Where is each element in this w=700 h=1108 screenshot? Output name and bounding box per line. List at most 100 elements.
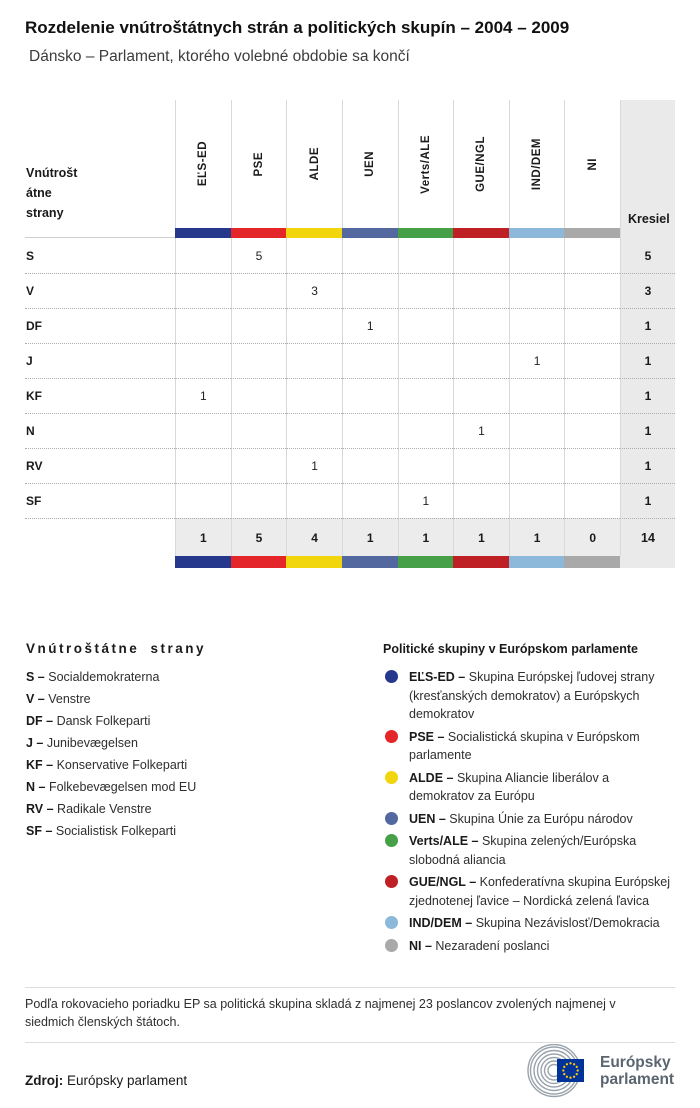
party-legend-item: S – Socialdemokraterna <box>26 670 160 684</box>
group-total-cell: 4 <box>286 518 342 556</box>
seat-total-cell: 1 <box>620 378 675 413</box>
divider <box>25 1042 675 1043</box>
group-legend-item: ALDE – Skupina Aliancie liberálov a demo… <box>383 769 675 806</box>
group-total-cell: 1 <box>453 518 509 556</box>
seat-total-cell: 1 <box>620 308 675 343</box>
corner-label-line: Vnútrošt <box>26 166 78 180</box>
party-legend-item: J – Junibevægelsen <box>26 736 138 750</box>
seat-cell <box>453 483 509 518</box>
seat-cell <box>397 238 454 273</box>
group-total-cell: 0 <box>564 518 620 556</box>
seat-total-cell: 1 <box>620 343 675 378</box>
group-color-bar <box>175 228 231 238</box>
group-color-dot-icon <box>385 670 398 683</box>
seat-cell <box>453 343 509 378</box>
seat-cell: 1 <box>286 448 342 483</box>
party-row-label: SF <box>25 483 175 518</box>
group-color-bar <box>230 228 287 238</box>
seat-cell <box>508 308 565 343</box>
source-value: Európsky parlament <box>67 1073 188 1088</box>
seat-total-cell: 5 <box>620 238 675 273</box>
source-line: Zdroj: Európsky parlament <box>25 1073 187 1088</box>
seat-cell <box>175 448 231 483</box>
group-legend-item: NI – Nezaradení poslanci <box>383 937 675 956</box>
seat-cell <box>564 483 620 518</box>
seat-cell <box>564 378 620 413</box>
group-column-header: NI <box>564 100 620 228</box>
ep-hemicycle-icon <box>527 1044 584 1098</box>
group-color-dot-icon <box>385 729 398 743</box>
seat-cell <box>453 448 509 483</box>
seat-cell <box>508 483 565 518</box>
eu-flag-icon <box>557 1059 584 1082</box>
seat-cell <box>230 448 287 483</box>
party-row-label: KF <box>25 378 175 413</box>
party-row-label: RV <box>25 448 175 483</box>
seat-cell <box>453 378 509 413</box>
seat-cell <box>508 448 565 483</box>
seat-cell <box>508 238 565 273</box>
seat-cell <box>508 378 565 413</box>
seat-cell <box>230 308 287 343</box>
group-legend: Politické skupiny v Európskom parlamente… <box>383 642 675 959</box>
seat-cell <box>175 343 231 378</box>
seat-cell <box>397 448 454 483</box>
party-legend-item: KF – Konservative Folkeparti <box>26 758 188 772</box>
seat-cell <box>230 378 287 413</box>
seat-cell: 5 <box>230 238 287 273</box>
totals-row-spacer <box>25 518 175 556</box>
seat-cell <box>341 238 398 273</box>
group-color-bar-bottom <box>564 556 620 568</box>
seat-cell <box>286 378 342 413</box>
group-total-cell: 1 <box>175 518 231 556</box>
seat-cell <box>341 413 398 448</box>
group-color-bar-bottom <box>341 556 398 568</box>
seat-cell <box>286 483 342 518</box>
seat-total-cell: 1 <box>620 483 675 518</box>
party-legend-item: DF – Dansk Folkeparti <box>26 714 151 728</box>
seat-cell <box>508 413 565 448</box>
group-column-header: UEN <box>341 100 398 228</box>
seat-cell <box>175 413 231 448</box>
group-color-dot-icon <box>385 770 398 784</box>
seat-cell <box>564 308 620 343</box>
seat-cell <box>564 448 620 483</box>
group-color-dot-icon <box>385 811 398 825</box>
grand-total-cell: 14 <box>620 518 675 556</box>
seats-table: Vnútrošt átne strany Kresiel EĽS-ED PSE AL… <box>25 100 675 568</box>
seat-total-cell: 3 <box>620 273 675 308</box>
group-column-header: IND/DEM <box>508 100 565 228</box>
ep-logo-text: Európsky parlament <box>600 1054 675 1088</box>
group-color-bar <box>341 228 398 238</box>
group-legend-item: IND/DEM – Skupina Nezávislosť/Demokracia <box>383 914 675 933</box>
table-corner-label: Vnútrošt átne strany <box>25 100 175 238</box>
group-color-bar-bottom <box>230 556 287 568</box>
group-color-bar <box>453 228 509 238</box>
seat-cell <box>397 413 454 448</box>
seat-cell <box>175 238 231 273</box>
seats-column-footer <box>620 556 675 568</box>
seat-cell: 1 <box>508 343 565 378</box>
seat-cell <box>341 343 398 378</box>
seat-cell <box>508 273 565 308</box>
seat-cell <box>397 378 454 413</box>
group-legend-title: Politické skupiny v Európskom parlamente <box>383 642 638 656</box>
seat-cell <box>453 308 509 343</box>
seat-cell <box>341 378 398 413</box>
group-color-dot-icon <box>385 875 398 888</box>
group-column-header: EĽS-ED <box>175 100 231 228</box>
seat-cell <box>230 273 287 308</box>
seat-cell <box>341 448 398 483</box>
group-color-bar-bottom <box>453 556 509 568</box>
seat-cell <box>286 238 342 273</box>
seat-total-cell: 1 <box>620 448 675 483</box>
seat-cell <box>397 273 454 308</box>
group-column-header: PSE <box>230 100 287 228</box>
group-color-bar-bottom <box>397 556 454 568</box>
seat-cell: 1 <box>397 483 454 518</box>
party-legend-item: N – Folkebevægelsen mod EU <box>26 780 197 794</box>
seat-cell <box>175 273 231 308</box>
group-legend-item: UEN – Skupina Únie za Európu národov <box>383 810 675 829</box>
page-title: Rozdelenie vnútroštátnych strán a politi… <box>25 18 570 37</box>
